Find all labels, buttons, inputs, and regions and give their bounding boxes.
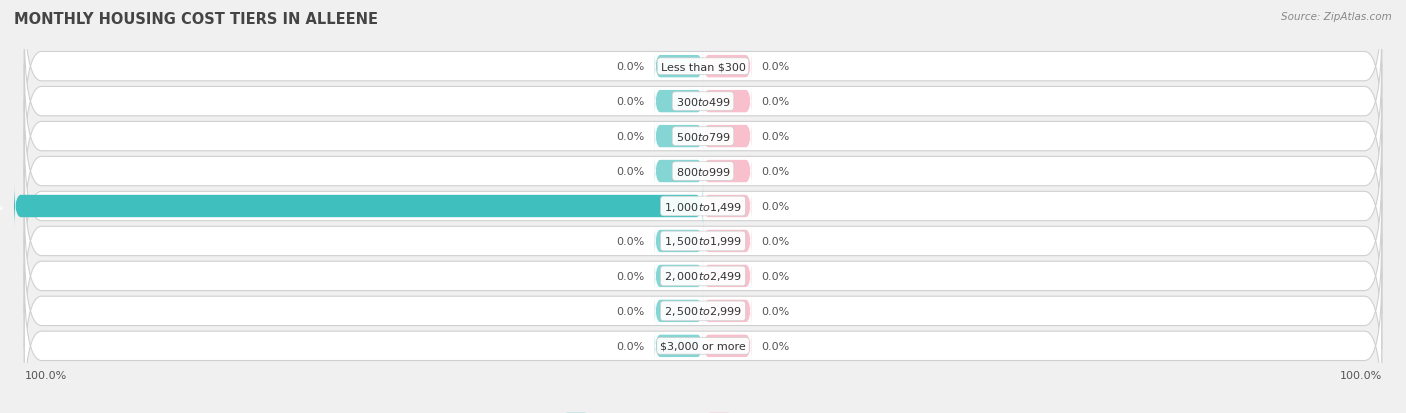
FancyBboxPatch shape: [655, 155, 703, 188]
FancyBboxPatch shape: [703, 50, 751, 84]
Text: $1,000 to $1,499: $1,000 to $1,499: [664, 200, 742, 213]
FancyBboxPatch shape: [655, 120, 703, 154]
FancyBboxPatch shape: [655, 259, 703, 293]
Text: Source: ZipAtlas.com: Source: ZipAtlas.com: [1281, 12, 1392, 22]
FancyBboxPatch shape: [655, 50, 703, 84]
FancyBboxPatch shape: [703, 259, 751, 293]
FancyBboxPatch shape: [24, 273, 1382, 413]
Text: $2,500 to $2,999: $2,500 to $2,999: [664, 305, 742, 318]
FancyBboxPatch shape: [703, 294, 751, 328]
FancyBboxPatch shape: [24, 134, 1382, 279]
Text: $800 to $999: $800 to $999: [675, 166, 731, 178]
FancyBboxPatch shape: [703, 190, 751, 223]
FancyBboxPatch shape: [703, 85, 751, 119]
FancyBboxPatch shape: [655, 85, 703, 119]
Text: MONTHLY HOUSING COST TIERS IN ALLEENE: MONTHLY HOUSING COST TIERS IN ALLEENE: [14, 12, 378, 27]
Text: 0.0%: 0.0%: [762, 202, 790, 211]
Text: 100.0%: 100.0%: [24, 370, 66, 380]
Text: 0.0%: 0.0%: [616, 97, 644, 107]
Text: 0.0%: 0.0%: [762, 97, 790, 107]
Text: 0.0%: 0.0%: [762, 166, 790, 177]
Text: $300 to $499: $300 to $499: [675, 96, 731, 108]
Text: 100.0%: 100.0%: [1340, 370, 1382, 380]
Text: 0.0%: 0.0%: [762, 306, 790, 316]
FancyBboxPatch shape: [655, 225, 703, 258]
FancyBboxPatch shape: [24, 99, 1382, 244]
FancyBboxPatch shape: [24, 0, 1382, 140]
Text: 0.0%: 0.0%: [762, 271, 790, 281]
FancyBboxPatch shape: [703, 120, 751, 154]
FancyBboxPatch shape: [14, 183, 703, 230]
Text: 0.0%: 0.0%: [762, 132, 790, 142]
Text: 0.0%: 0.0%: [616, 132, 644, 142]
Text: $1,500 to $1,999: $1,500 to $1,999: [664, 235, 742, 248]
FancyBboxPatch shape: [655, 329, 703, 363]
Text: Less than $300: Less than $300: [661, 62, 745, 72]
Text: 0.0%: 0.0%: [762, 341, 790, 351]
Text: 0.0%: 0.0%: [616, 271, 644, 281]
FancyBboxPatch shape: [24, 169, 1382, 314]
Text: $2,000 to $2,499: $2,000 to $2,499: [664, 270, 742, 283]
Text: $500 to $799: $500 to $799: [675, 131, 731, 143]
Text: 0.0%: 0.0%: [616, 236, 644, 247]
Text: 100.0%: 100.0%: [0, 202, 4, 211]
FancyBboxPatch shape: [24, 64, 1382, 209]
Text: 0.0%: 0.0%: [616, 166, 644, 177]
Text: $3,000 or more: $3,000 or more: [661, 341, 745, 351]
FancyBboxPatch shape: [703, 155, 751, 188]
FancyBboxPatch shape: [24, 239, 1382, 384]
FancyBboxPatch shape: [655, 294, 703, 328]
Text: 0.0%: 0.0%: [616, 62, 644, 72]
Text: 0.0%: 0.0%: [616, 341, 644, 351]
FancyBboxPatch shape: [703, 225, 751, 258]
Text: 0.0%: 0.0%: [762, 62, 790, 72]
FancyBboxPatch shape: [24, 204, 1382, 349]
FancyBboxPatch shape: [703, 329, 751, 363]
Text: 0.0%: 0.0%: [762, 236, 790, 247]
Text: 0.0%: 0.0%: [616, 306, 644, 316]
FancyBboxPatch shape: [24, 29, 1382, 174]
